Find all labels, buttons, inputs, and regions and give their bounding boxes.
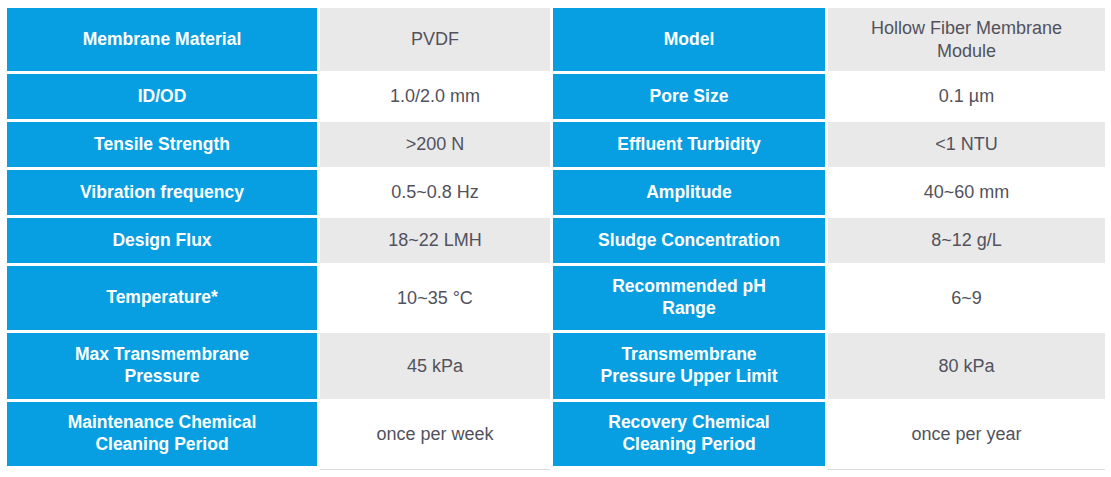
spec-label-transmembrane-pressure-upper-limit: Transmembrane Pressure Upper Limit <box>553 333 825 399</box>
spec-value-ph-range: 6~9 <box>828 266 1105 330</box>
spec-label-model: Model <box>553 8 825 71</box>
spec-value-model: Hollow Fiber Membrane Module <box>828 8 1105 71</box>
spec-label-id-od: ID/OD <box>7 74 317 119</box>
spec-label-ph-range: Recommended pH Range <box>553 266 825 330</box>
spec-value-amplitude: 40~60 mm <box>828 170 1105 215</box>
spec-label-amplitude: Amplitude <box>553 170 825 215</box>
spec-value-transmembrane-pressure-upper-limit: 80 kPa <box>828 333 1105 399</box>
spec-value-vibration-frequency: 0.5~0.8 Hz <box>320 170 550 215</box>
spec-label-sludge-concentration: Sludge Concentration <box>553 218 825 263</box>
spec-label-vibration-frequency: Vibration frequency <box>7 170 317 215</box>
spec-label-temperature: Temperature* <box>7 266 317 330</box>
spec-label-effluent-turbidity: Effluent Turbidity <box>553 122 825 167</box>
spec-label-design-flux: Design Flux <box>7 218 317 263</box>
spec-label-pore-size: Pore Size <box>553 74 825 119</box>
spec-value-max-transmembrane-pressure: 45 kPa <box>320 333 550 399</box>
spec-value-tensile-strength: >200 N <box>320 122 550 167</box>
spec-label-max-transmembrane-pressure: Max Transmembrane Pressure <box>7 333 317 399</box>
spec-value-recovery-cleaning-period: once per year <box>828 402 1105 466</box>
spec-value-temperature: 10~35 °C <box>320 266 550 330</box>
spec-value-maintenance-cleaning-period: once per week <box>320 402 550 466</box>
spec-value-membrane-material: PVDF <box>320 8 550 71</box>
spec-label-membrane-material: Membrane Material <box>7 8 317 71</box>
spec-label-tensile-strength: Tensile Strength <box>7 122 317 167</box>
spec-value-pore-size: 0.1 µm <box>828 74 1105 119</box>
spec-value-design-flux: 18~22 LMH <box>320 218 550 263</box>
spec-label-recovery-cleaning-period: Recovery Chemical Cleaning Period <box>553 402 825 466</box>
membrane-spec-table: Membrane Material PVDF Model Hollow Fibe… <box>7 8 1105 466</box>
spec-value-sludge-concentration: 8~12 g/L <box>828 218 1105 263</box>
spec-value-id-od: 1.0/2.0 mm <box>320 74 550 119</box>
spec-label-maintenance-cleaning-period: Maintenance Chemical Cleaning Period <box>7 402 317 466</box>
spec-value-effluent-turbidity: <1 NTU <box>828 122 1105 167</box>
